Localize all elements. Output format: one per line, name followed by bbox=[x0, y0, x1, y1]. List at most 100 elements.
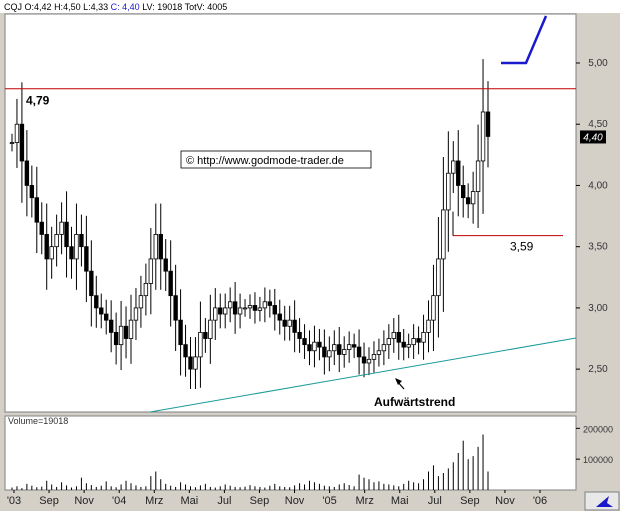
candle-body bbox=[133, 307, 139, 321]
candle-body bbox=[327, 350, 332, 358]
volume-bars bbox=[11, 434, 489, 490]
x-tick-label: Sep bbox=[39, 495, 59, 507]
candle-body bbox=[366, 358, 372, 364]
candle-body bbox=[74, 234, 79, 260]
candle-body bbox=[143, 283, 149, 297]
candle-body bbox=[456, 160, 461, 186]
candle-body bbox=[416, 338, 421, 343]
x-tick-label: Jul bbox=[217, 495, 231, 507]
candle-body bbox=[391, 331, 396, 339]
x-tick-label: '05 bbox=[322, 495, 336, 507]
candle-body bbox=[223, 307, 228, 315]
candle-body bbox=[342, 349, 347, 355]
candle-body bbox=[39, 221, 44, 235]
candle-body bbox=[118, 325, 124, 346]
candle-body bbox=[361, 356, 367, 364]
candle-body bbox=[371, 354, 377, 360]
candle-body bbox=[203, 331, 208, 339]
low-value: L:4,33 bbox=[83, 2, 109, 12]
candle-body bbox=[148, 258, 154, 284]
candle-body bbox=[19, 123, 25, 162]
candle-body bbox=[282, 319, 287, 327]
trend-label: Aufwärtstrend bbox=[374, 395, 455, 409]
candle-body bbox=[267, 301, 273, 306]
x-tick-label: '04 bbox=[112, 495, 126, 507]
candle-body bbox=[173, 295, 178, 321]
volume-tick-label: 200000 bbox=[583, 424, 613, 434]
volume-tick-label: 100000 bbox=[583, 455, 613, 465]
candle-body bbox=[262, 301, 268, 309]
lv-value: LV: 19018 bbox=[142, 2, 183, 12]
candle-body bbox=[29, 185, 35, 199]
candle-body bbox=[297, 331, 302, 339]
info-strip bbox=[0, 0, 620, 13]
candle-body bbox=[198, 331, 203, 358]
arrow-icon bbox=[395, 378, 402, 385]
candle-body bbox=[49, 246, 54, 260]
candle-body bbox=[79, 234, 84, 248]
candle-body bbox=[24, 160, 30, 186]
candle-body bbox=[441, 209, 446, 260]
candle-body bbox=[188, 356, 193, 370]
candle-body bbox=[277, 313, 282, 321]
volume-label: Volume=19018 bbox=[8, 416, 68, 426]
candle-body bbox=[89, 270, 94, 297]
candle-body bbox=[475, 160, 481, 192]
candle-body bbox=[317, 341, 322, 348]
candle-body bbox=[480, 111, 486, 162]
candle-body bbox=[64, 221, 69, 248]
last-price-box bbox=[580, 130, 606, 144]
open-value: O:4,42 bbox=[24, 2, 52, 12]
cursor-arrow-icon bbox=[596, 496, 613, 507]
watermark-text: © http://www.godmode-trader.de bbox=[186, 155, 344, 167]
y-tick-label: 3,50 bbox=[588, 242, 608, 253]
candle-body bbox=[446, 172, 451, 211]
candle-body bbox=[128, 319, 134, 339]
y-tick-label: 3,00 bbox=[588, 303, 608, 314]
trend-line bbox=[149, 337, 577, 413]
high-value: H:4,50 bbox=[54, 2, 81, 12]
candle-body bbox=[168, 270, 173, 297]
candle-body bbox=[193, 356, 198, 370]
candle-body bbox=[232, 301, 238, 315]
candle-body bbox=[396, 331, 401, 343]
candle-body bbox=[123, 325, 129, 339]
candle-body bbox=[351, 344, 357, 348]
candle-body bbox=[213, 307, 218, 321]
support-label: 3,59 bbox=[510, 240, 534, 254]
x-tick-label: Nov bbox=[74, 495, 94, 507]
y-tick-label: 4,50 bbox=[588, 119, 608, 130]
price-panel bbox=[4, 13, 577, 413]
projection-line bbox=[501, 15, 548, 65]
candle-body bbox=[436, 258, 441, 297]
candles-group bbox=[9, 59, 491, 389]
candle-body bbox=[431, 295, 436, 321]
volume-panel bbox=[4, 415, 577, 491]
candle-body bbox=[272, 305, 277, 315]
candle-body bbox=[54, 234, 59, 248]
candle-body bbox=[99, 307, 104, 315]
candle-body bbox=[332, 344, 337, 352]
candle-body bbox=[208, 319, 213, 339]
candle-body bbox=[470, 191, 476, 205]
candle-body bbox=[421, 331, 426, 343]
candle-body bbox=[59, 221, 64, 235]
candle-body bbox=[178, 319, 183, 346]
watermark-box bbox=[180, 150, 372, 169]
candle-body bbox=[108, 319, 114, 333]
candle-body bbox=[292, 319, 297, 333]
y-tick-label: 5,00 bbox=[588, 58, 608, 69]
candle-body bbox=[322, 346, 327, 358]
x-tick-label: Sep bbox=[460, 495, 480, 507]
candle-body bbox=[302, 338, 307, 346]
x-tick-label: Mai bbox=[391, 495, 409, 507]
candle-body bbox=[406, 344, 411, 348]
candle-body bbox=[376, 350, 382, 355]
x-tick-label: '03 bbox=[7, 495, 21, 507]
candle-body bbox=[257, 307, 263, 311]
candle-body bbox=[237, 307, 243, 315]
cursor-arrow-icon[interactable] bbox=[584, 491, 620, 511]
candle-body bbox=[386, 338, 392, 346]
candle-body bbox=[461, 185, 466, 199]
